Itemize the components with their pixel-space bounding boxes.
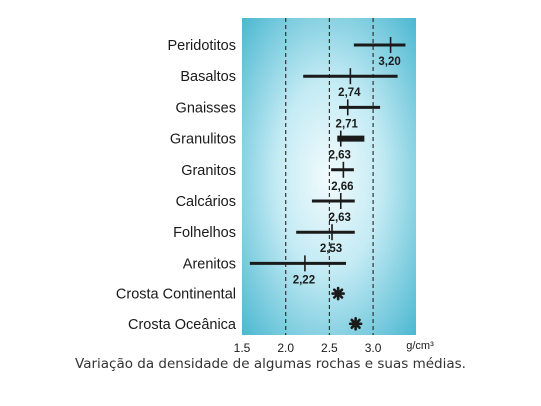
mean-label: 2,66: [331, 181, 353, 193]
range-bars: 3,20 2,74 2,71 2,63 2,66 2,63 2,53 2,22: [249, 37, 406, 331]
x-tick-label: 3.0: [365, 341, 382, 355]
category-label: Crosta Oceânica: [128, 317, 237, 333]
x-tick-label: 1.5: [234, 341, 251, 355]
mean-label: 2,22: [293, 274, 315, 286]
category-label: Arenitos: [183, 256, 236, 272]
category-label: Basaltos: [180, 69, 236, 85]
asterisk-stroke: [350, 318, 361, 329]
mean-label: 2,71: [336, 118, 359, 130]
category-label: Calcários: [176, 194, 236, 210]
mean-label: 2,74: [338, 87, 361, 99]
chart-caption: Variação da densidade de algumas rochas …: [75, 356, 466, 372]
category-label: Granulitos: [170, 132, 236, 148]
x-tick-label: 2.0: [277, 341, 294, 355]
mean-label: 2,63: [329, 150, 351, 162]
x-axis: 1.5 2.0 2.5 3.0 g/cm³: [234, 340, 434, 355]
asterisk-marker: [331, 286, 345, 301]
x-unit-label: g/cm³: [406, 340, 434, 352]
mean-label: 3,20: [378, 56, 400, 68]
asterisk-stroke: [332, 288, 344, 299]
gridlines: [285, 18, 374, 335]
x-tick-label: 2.5: [321, 341, 338, 355]
category-label: Peridotitos: [167, 38, 236, 54]
mean-label: 2,53: [320, 243, 342, 255]
asterisk-marker: [348, 316, 363, 331]
category-label: Granitos: [181, 163, 236, 179]
category-label: Gnaisses: [176, 100, 236, 116]
category-labels: Peridotitos Basaltos Gnaisses Granulitos Gra…: [116, 38, 237, 333]
category-label: Folhelhos: [173, 225, 236, 241]
mean-label: 2,63: [329, 212, 351, 224]
category-label: Crosta Continental: [116, 287, 236, 303]
